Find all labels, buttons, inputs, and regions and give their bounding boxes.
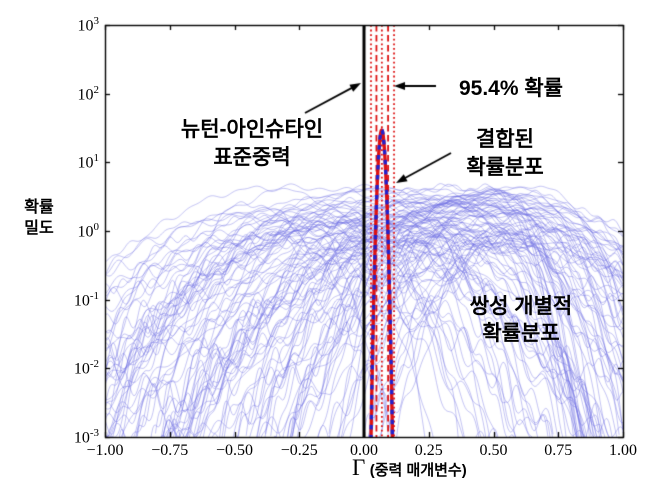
y-tick-label: 10-1: [73, 289, 99, 309]
annotation-combined-distribution: 결합된 확률분포: [443, 126, 567, 182]
y-tick-label: 101: [77, 152, 100, 172]
annotation-combined-line2: 확률분포: [466, 156, 544, 179]
x-tick-label: 0.50: [479, 442, 508, 459]
annotation-95-percent-probability: 95.4% 확률: [438, 72, 584, 102]
x-tick-label: 0.25: [414, 442, 443, 459]
annotation-newton-einstein-gravity: 뉴턴-아인슈타인 표준중력: [142, 116, 362, 172]
x-tick-label: −1.00: [86, 442, 124, 459]
x-axis-label-text: (중력 매개변수): [369, 462, 467, 479]
annotation-95-text: 95.4% 확률: [458, 77, 564, 100]
x-tick-label: −0.50: [215, 442, 254, 459]
y-axis-label-line1: 확률: [24, 199, 54, 216]
x-axis-label: Γ (중력 매개변수): [352, 455, 467, 481]
annotation-individual-line1: 쌍성 개별적: [469, 295, 573, 318]
annotation-combined-line1: 결합된: [476, 128, 534, 151]
y-tick-label: 10-3: [73, 427, 99, 447]
y-tick-label: 100: [77, 221, 100, 241]
x-tick-label: −0.75: [151, 442, 189, 459]
annotation-individual-line2: 확률분포: [482, 322, 560, 345]
annotation-newton-line2: 표준중력: [213, 146, 291, 169]
x-tick-label: 0.00: [350, 442, 378, 459]
x-tick-label: 1.00: [609, 442, 637, 459]
y-axis-label-line2: 밀도: [24, 220, 54, 237]
gamma-symbol: Γ: [352, 455, 366, 480]
x-tick-label: 0.75: [544, 442, 573, 459]
annotation-individual-distributions: 쌍성 개별적 확률분포: [436, 293, 606, 347]
y-tick-label: 102: [77, 83, 100, 103]
y-tick-label: 10-2: [73, 358, 99, 378]
x-tick-label: −0.25: [280, 442, 318, 459]
annotation-newton-line1: 뉴턴-아인슈타인: [180, 118, 324, 141]
y-axis-label: 확률 밀도: [10, 197, 68, 239]
y-tick-label: 103: [77, 15, 100, 35]
